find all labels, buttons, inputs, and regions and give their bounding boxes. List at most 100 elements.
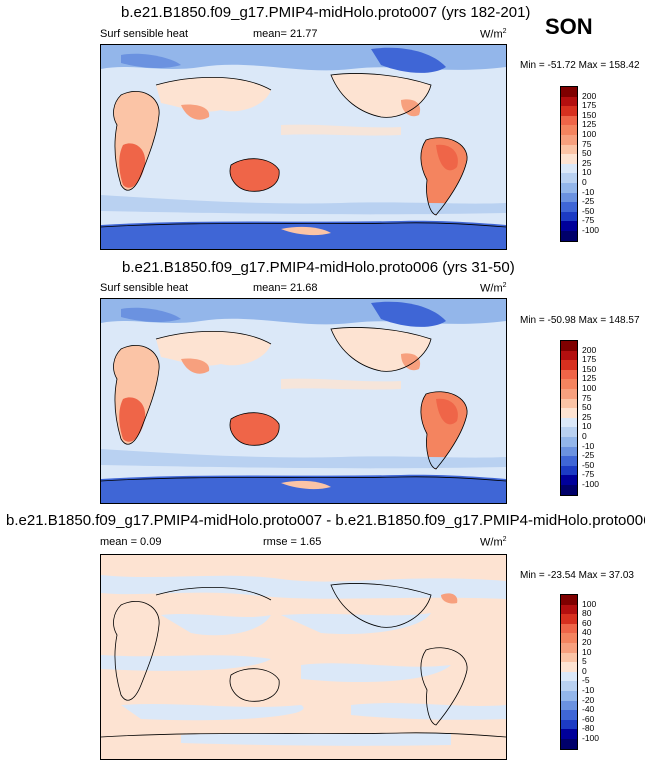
colorbar-swatch bbox=[561, 633, 577, 643]
panel3-map bbox=[100, 554, 507, 760]
colorbar-swatch bbox=[561, 719, 577, 730]
colorbar-swatch bbox=[561, 369, 577, 380]
colorbar-swatch bbox=[561, 230, 577, 241]
panel2-mean-label: mean= 21.68 bbox=[253, 282, 318, 294]
panel3-units: W/m2 bbox=[480, 536, 507, 549]
colorbar-tick-label: 150 bbox=[582, 363, 597, 374]
colorbar-swatch bbox=[561, 484, 577, 495]
colorbar-tick-label: -60 bbox=[582, 713, 595, 724]
colorbar-swatch bbox=[561, 436, 577, 447]
colorbar-swatch bbox=[561, 417, 577, 428]
colorbar-tick-label: 50 bbox=[582, 148, 592, 159]
panel1-map bbox=[100, 44, 507, 250]
colorbar-swatch bbox=[561, 173, 577, 183]
colorbar-swatch bbox=[561, 125, 577, 135]
panel1-colorbar bbox=[560, 86, 578, 242]
colorbar-tick-label: 175 bbox=[582, 354, 597, 365]
colorbar-tick-label: 10 bbox=[582, 646, 592, 657]
panel2-minmax: Min = -50.98 Max = 148.57 bbox=[520, 315, 640, 326]
colorbar-tick-label: -25 bbox=[582, 196, 595, 207]
colorbar-tick-label: 10 bbox=[582, 421, 592, 432]
colorbar-swatch bbox=[561, 134, 577, 145]
colorbar-swatch bbox=[561, 144, 577, 155]
colorbar-tick-label: 125 bbox=[582, 119, 597, 130]
colorbar-swatch bbox=[561, 710, 577, 720]
colorbar-tick-label: -75 bbox=[582, 215, 595, 226]
colorbar-swatch bbox=[561, 475, 577, 485]
panel3-rmse-label: rmse = 1.65 bbox=[263, 536, 322, 548]
panel2-colorbar bbox=[560, 340, 578, 496]
colorbar-tick-label: -100 bbox=[582, 225, 600, 235]
panel1-units: W/m2 bbox=[480, 28, 507, 41]
colorbar-tick-label: -100 bbox=[582, 479, 600, 489]
colorbar-swatch bbox=[561, 360, 577, 370]
colorbar-swatch bbox=[561, 87, 577, 97]
colorbar-tick-label: 200 bbox=[582, 344, 597, 355]
colorbar-swatch bbox=[561, 427, 577, 437]
colorbar-swatch bbox=[561, 182, 577, 193]
colorbar-tick-label: 200 bbox=[582, 90, 597, 101]
panel2-title: b.e21.B1850.f09_g17.PMIP4-midHolo.proto0… bbox=[122, 259, 515, 276]
colorbar-swatch bbox=[561, 681, 577, 691]
colorbar-swatch bbox=[561, 350, 577, 361]
colorbar-tick-label: 100 bbox=[582, 598, 597, 609]
colorbar-tick-label: 75 bbox=[582, 138, 592, 149]
colorbar-tick-label: 20 bbox=[582, 637, 592, 647]
panel2-variable-label: Surf sensible heat bbox=[100, 282, 189, 294]
colorbar-swatch bbox=[561, 408, 577, 418]
panel2-units: W/m2 bbox=[480, 282, 507, 295]
colorbar-tick-label: 25 bbox=[582, 411, 592, 422]
panel3-title: b.e21.B1850.f09_g17.PMIP4-midHolo.proto0… bbox=[6, 512, 645, 529]
colorbar-tick-label: -10 bbox=[582, 440, 595, 451]
colorbar-tick-label: 125 bbox=[582, 373, 597, 384]
colorbar-tick-label: 5 bbox=[582, 656, 587, 667]
colorbar-tick-label: -100 bbox=[582, 733, 600, 743]
colorbar-tick-label: 10 bbox=[582, 167, 592, 178]
colorbar-swatch bbox=[561, 652, 577, 663]
colorbar-swatch bbox=[561, 211, 577, 222]
panel3-minmax: Min = -23.54 Max = 37.03 bbox=[520, 570, 634, 581]
colorbar-swatch bbox=[561, 192, 577, 203]
panel3-colorbar bbox=[560, 594, 578, 750]
colorbar-swatch bbox=[561, 623, 577, 634]
colorbar-swatch bbox=[561, 115, 577, 126]
colorbar-tick-label: -80 bbox=[582, 723, 595, 734]
panel1-mean-label: mean= 21.77 bbox=[253, 28, 318, 40]
colorbar-swatch bbox=[561, 202, 577, 212]
colorbar-swatch bbox=[561, 154, 577, 164]
colorbar-swatch bbox=[561, 642, 577, 653]
colorbar-swatch bbox=[561, 341, 577, 351]
colorbar-tick-label: -20 bbox=[582, 694, 595, 705]
colorbar-tick-label: -5 bbox=[582, 675, 590, 686]
colorbar-tick-label: 50 bbox=[582, 402, 592, 413]
colorbar-swatch bbox=[561, 700, 577, 711]
colorbar-swatch bbox=[561, 106, 577, 116]
colorbar-swatch bbox=[561, 221, 577, 231]
colorbar-tick-label: -40 bbox=[582, 704, 595, 715]
colorbar-swatch bbox=[561, 604, 577, 615]
colorbar-tick-label: 175 bbox=[582, 100, 597, 111]
panel3-mean-label: mean = 0.09 bbox=[100, 536, 162, 548]
colorbar-swatch bbox=[561, 729, 577, 739]
panel2-map bbox=[100, 298, 507, 504]
colorbar-swatch bbox=[561, 456, 577, 466]
colorbar-tick-label: 25 bbox=[582, 157, 592, 168]
colorbar-tick-label: 40 bbox=[582, 627, 592, 638]
colorbar-swatch bbox=[561, 446, 577, 457]
colorbar-swatch bbox=[561, 738, 577, 749]
colorbar-tick-label: -50 bbox=[582, 459, 595, 470]
colorbar-tick-label: 0 bbox=[582, 431, 587, 441]
colorbar-swatch bbox=[561, 96, 577, 107]
colorbar-tick-label: -10 bbox=[582, 685, 595, 695]
colorbar-swatch bbox=[561, 388, 577, 399]
colorbar-swatch bbox=[561, 595, 577, 605]
colorbar-tick-label: 100 bbox=[582, 129, 597, 139]
panel1-minmax: Min = -51.72 Max = 158.42 bbox=[520, 60, 640, 71]
colorbar-swatch bbox=[561, 690, 577, 701]
panel2-map-svg bbox=[101, 299, 506, 503]
colorbar-swatch bbox=[561, 671, 577, 682]
colorbar-tick-label: -25 bbox=[582, 450, 595, 461]
panel1-map-svg bbox=[101, 45, 506, 249]
panel1-variable-label: Surf sensible heat bbox=[100, 28, 189, 40]
colorbar-tick-label: -50 bbox=[582, 205, 595, 216]
